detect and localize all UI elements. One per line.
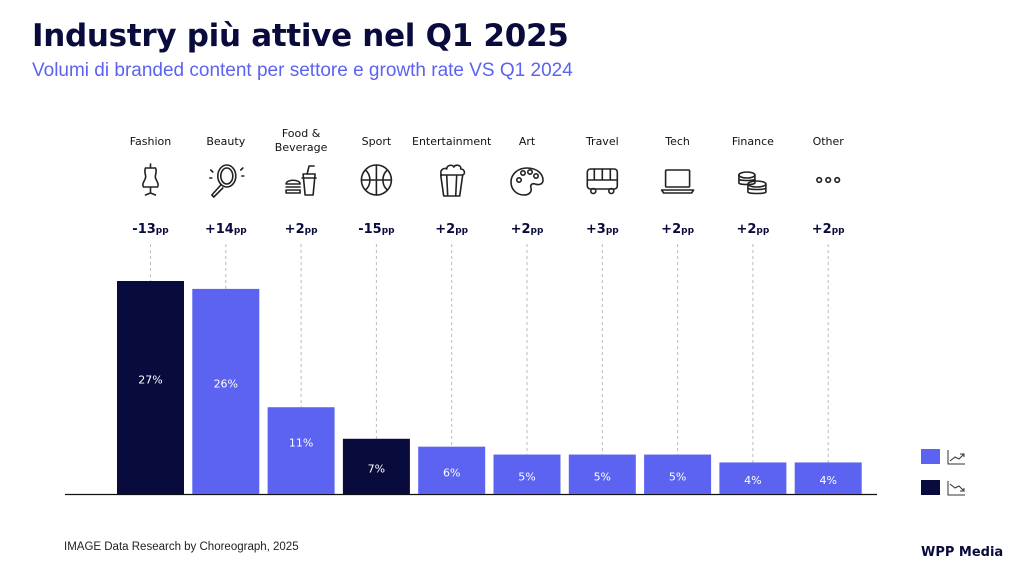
bar [192, 288, 260, 494]
category-label: Sport [362, 135, 392, 148]
page-title: Industry più attive nel Q1 2025 [32, 18, 569, 54]
data-label: 7% [368, 462, 385, 475]
data-label: 4% [819, 474, 836, 487]
bus-icon [586, 168, 619, 195]
source-footnote: IMAGE Data Research by Choreograph, 2025 [64, 541, 299, 553]
page-subtitle: Volumi di branded content per settore e … [32, 60, 573, 81]
growth-label: +2pp [661, 222, 694, 237]
growth-label: +2pp [812, 222, 845, 237]
trend-down-icon [947, 481, 965, 496]
data-label: 5% [518, 470, 535, 483]
growth-label: +2pp [736, 222, 769, 237]
category-label: Beverage [275, 141, 328, 154]
growth-label: +2pp [285, 222, 318, 237]
bar [568, 454, 636, 494]
laptop-icon [660, 169, 695, 194]
bar [117, 281, 184, 494]
dress-form-icon [142, 163, 159, 196]
growth-label: +3pp [586, 222, 619, 237]
category-label: Beauty [206, 135, 245, 148]
category-label: Other [813, 135, 845, 148]
growth-label: -15pp [358, 222, 395, 237]
growth-label: +2pp [511, 222, 544, 237]
data-label: 27% [138, 374, 162, 387]
category-label: Food & [282, 127, 321, 140]
data-label: 11% [289, 437, 313, 450]
category-label: Entertainment [412, 135, 492, 148]
trend-up-icon [947, 450, 965, 465]
data-label: 5% [669, 470, 686, 483]
data-label: 26% [214, 377, 238, 390]
growth-label: +2pp [435, 222, 468, 237]
data-label: 6% [443, 466, 460, 479]
bar [794, 462, 862, 494]
category-label: Art [519, 135, 536, 148]
growth-label: -13pp [132, 222, 169, 237]
legend-swatch [921, 480, 940, 495]
bar [719, 462, 787, 494]
burger-drink-icon [285, 165, 317, 196]
category-label: Finance [732, 135, 774, 148]
category-label: Travel [585, 135, 619, 148]
growth-label: +14pp [205, 222, 247, 237]
category-label: Fashion [130, 135, 172, 148]
brand-logo: WPP Media [921, 545, 1004, 560]
popcorn-icon [439, 164, 466, 197]
category-label: Tech [664, 135, 690, 148]
more-icon [816, 176, 841, 184]
legend-swatch [921, 449, 940, 464]
data-label: 4% [744, 474, 761, 487]
data-label: 5% [594, 470, 611, 483]
palette-icon [510, 167, 544, 196]
basketball-icon [360, 164, 393, 196]
bar [418, 446, 486, 494]
bar [267, 407, 335, 494]
bar [342, 438, 410, 494]
bar [644, 454, 712, 494]
mirror-icon [209, 164, 245, 198]
bar [493, 454, 561, 494]
coins-icon [738, 171, 767, 195]
